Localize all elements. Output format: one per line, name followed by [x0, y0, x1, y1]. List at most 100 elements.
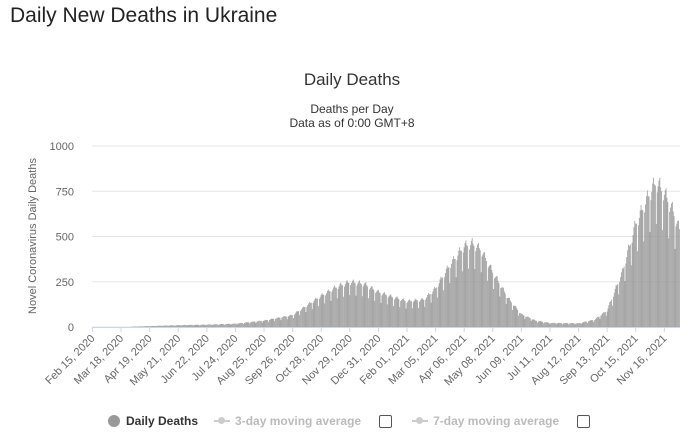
bar — [169, 325, 171, 327]
bar — [199, 325, 200, 327]
bar — [310, 302, 311, 327]
bar — [261, 322, 263, 327]
bar — [521, 313, 523, 327]
bar — [388, 296, 390, 327]
bar — [494, 278, 495, 327]
bar — [422, 299, 424, 327]
bar — [498, 283, 500, 327]
bar — [496, 276, 498, 327]
bar — [306, 306, 308, 327]
checkbox-3-day[interactable] — [379, 414, 393, 428]
bar — [667, 202, 669, 327]
bar — [283, 316, 284, 327]
checkbox-7-day[interactable] — [577, 414, 591, 428]
bar — [360, 283, 361, 327]
bar — [336, 298, 338, 327]
bar — [405, 308, 407, 327]
bar — [189, 324, 191, 327]
bar — [573, 323, 575, 327]
bar — [537, 322, 538, 327]
bar — [666, 197, 668, 327]
bar — [332, 289, 334, 327]
bar — [662, 230, 663, 327]
bar — [653, 177, 654, 327]
bar — [562, 323, 564, 327]
bar — [356, 285, 358, 327]
bar — [452, 259, 453, 327]
bar — [516, 308, 518, 327]
bar — [632, 235, 634, 327]
bar — [455, 277, 457, 327]
bar — [296, 311, 298, 327]
bar — [143, 326, 145, 327]
bar — [619, 281, 620, 327]
bar — [424, 306, 426, 327]
bar — [204, 324, 206, 327]
bar — [275, 318, 276, 327]
bar — [614, 288, 616, 327]
legend-item-3-day-average[interactable]: 3-day moving average — [214, 414, 396, 428]
bar — [154, 325, 156, 327]
bar — [580, 323, 582, 327]
bar — [605, 315, 607, 327]
bar — [451, 263, 452, 327]
legend-item-7-day-average[interactable]: 7-day moving average — [412, 414, 594, 428]
bar — [439, 279, 441, 327]
bar — [488, 266, 490, 327]
bar — [287, 316, 289, 327]
legend-item-daily-deaths[interactable]: Daily Deaths — [108, 414, 198, 428]
bar — [174, 325, 175, 327]
bar — [446, 265, 448, 327]
bar — [285, 316, 286, 327]
bar — [187, 325, 189, 327]
bar — [140, 326, 142, 327]
bar — [291, 315, 293, 327]
bar — [338, 286, 340, 327]
bar — [212, 324, 214, 327]
bar — [263, 320, 265, 327]
bar — [254, 321, 256, 327]
bar — [477, 244, 478, 327]
bar — [612, 296, 614, 327]
bar — [406, 302, 408, 327]
bar — [168, 325, 170, 327]
bar — [159, 325, 161, 327]
bar — [536, 320, 537, 327]
bar — [211, 325, 213, 327]
bar — [220, 324, 222, 327]
bar — [441, 277, 443, 327]
daily-deaths-chart: Daily Deaths Deaths per Day Data as of 0… — [27, 70, 680, 388]
bar — [347, 282, 349, 327]
bar — [348, 282, 350, 327]
bar — [499, 296, 501, 327]
bar — [314, 299, 316, 327]
bar — [409, 299, 410, 327]
bar — [210, 324, 212, 327]
bar — [670, 207, 671, 327]
bar — [396, 296, 398, 327]
bar — [538, 321, 540, 327]
bar — [509, 298, 511, 327]
bar — [155, 326, 157, 327]
bar — [429, 294, 431, 327]
bar — [162, 325, 164, 327]
bar — [487, 267, 489, 327]
bar — [621, 268, 623, 327]
bar — [206, 324, 208, 327]
bar — [515, 306, 517, 327]
bar — [565, 322, 567, 327]
bar — [631, 242, 633, 327]
bar — [479, 250, 481, 327]
bar — [304, 306, 306, 327]
bar — [268, 320, 270, 327]
bar — [352, 280, 353, 327]
bar — [612, 305, 613, 327]
bar — [674, 248, 676, 327]
bar — [646, 190, 648, 327]
bar — [227, 323, 229, 327]
bar — [238, 323, 240, 327]
bar — [495, 277, 496, 327]
bar — [385, 294, 386, 327]
bar — [460, 250, 461, 327]
bar — [454, 259, 456, 327]
